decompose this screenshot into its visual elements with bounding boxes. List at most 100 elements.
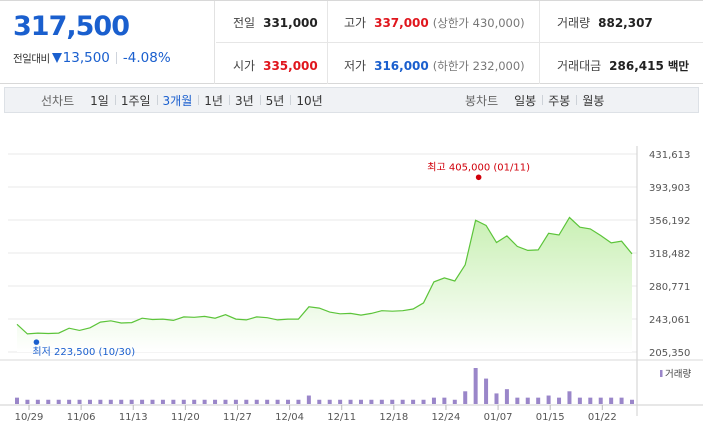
volume-bar	[160, 399, 165, 404]
low-marker	[33, 339, 40, 345]
volume-bar	[171, 399, 176, 404]
tab-1w[interactable]: 1주일	[114, 92, 157, 109]
stats-divider	[539, 1, 540, 84]
volume-bar	[46, 399, 51, 404]
x-tick-label: 11/20	[171, 412, 200, 423]
volume-bar	[306, 395, 311, 404]
chart-tab-bar: 선차트 1일 1주일 3개월 1년 3년 5년 10년 봉차트 일봉 주봉 월봉	[4, 87, 699, 113]
volume-legend-label: 거래량	[665, 368, 691, 380]
volume-bar	[525, 397, 530, 404]
volume-bar	[379, 399, 384, 404]
tab-3m[interactable]: 3개월	[156, 92, 199, 109]
change-label: 전일대비	[13, 52, 50, 65]
tab-daily[interactable]: 일봉	[514, 93, 537, 108]
volume-bar	[98, 399, 103, 404]
volume-bar	[87, 399, 92, 404]
volume-bar	[348, 399, 353, 404]
y-tick-label: 318,482	[649, 249, 690, 260]
y-tick-label: 431,613	[649, 150, 690, 161]
volume-bar	[473, 368, 478, 404]
volume-bar	[223, 399, 228, 404]
volume-bar	[400, 399, 405, 404]
volume-bar	[275, 399, 280, 404]
volume-bar	[265, 399, 270, 404]
volume-bar	[108, 399, 113, 404]
tab-monthly[interactable]: 월봉	[576, 92, 610, 109]
candle-chart-label: 봉차트	[465, 93, 499, 108]
x-tick-label: 12/18	[379, 412, 408, 423]
change-amount: 13,500	[62, 50, 110, 66]
low-label: 최저 223,500 (10/30)	[32, 346, 135, 358]
candle-chart-tabs: 봉차트 일봉 주봉 월봉	[459, 88, 610, 112]
stat-low: 저가 316,000 (하한가 232,000)	[344, 59, 525, 73]
volume-bar	[567, 391, 572, 404]
stat-open: 시가 335,000	[233, 59, 318, 73]
volume-bar	[431, 397, 436, 404]
volume-bar	[150, 399, 155, 404]
x-tick-label: 01/07	[484, 412, 513, 423]
volume-bar	[77, 399, 82, 404]
tab-1d[interactable]: 1일	[90, 93, 109, 108]
change-row: 전일대비 13,500 -4.08%	[13, 50, 171, 66]
volume-bar	[254, 399, 259, 404]
volume-bar	[286, 399, 291, 404]
volume-bar	[484, 378, 489, 404]
line-chart-label: 선차트	[41, 93, 75, 108]
stats-divider	[216, 42, 703, 43]
x-tick-label: 01/22	[588, 412, 617, 423]
volume-bar	[442, 397, 447, 404]
x-tick-label: 11/06	[67, 412, 96, 423]
tab-5y[interactable]: 5년	[259, 92, 291, 109]
y-tick-label: 243,061	[649, 315, 690, 326]
volume-bar	[15, 397, 19, 404]
volume-bars: 거래량	[15, 368, 691, 404]
volume-bar	[213, 399, 218, 404]
volume-bar	[504, 389, 509, 404]
y-tick-label: 205,350	[649, 348, 690, 359]
stat-trade-value: 거래대금 286,415 백만	[557, 59, 689, 73]
tab-3y[interactable]: 3년	[228, 92, 260, 109]
volume-bar	[630, 399, 634, 404]
volume-bar	[577, 397, 582, 404]
volume-bar	[25, 399, 30, 404]
price-area	[16, 216, 633, 352]
chart-annotations: 최고 405,000 (01/11) 최저 223,500 (10/30)	[32, 161, 530, 358]
quote-stats: 전일 331,000 고가 337,000 (상한가 430,000) 거래량 …	[216, 1, 703, 84]
volume-bar	[119, 399, 124, 404]
tab-10y[interactable]: 10년	[290, 92, 328, 109]
price-line	[16, 216, 633, 335]
x-tick-label: 12/24	[432, 412, 461, 423]
volume-bar	[619, 397, 624, 404]
volume-bar	[67, 399, 72, 404]
price-chart-svg: 431,613 393,903 356,192 318,482 280,771 243,0…	[0, 146, 703, 423]
volume-bar	[233, 399, 238, 404]
line-chart-tabs: 선차트 1일 1주일 3개월 1년 3년 5년 10년	[35, 88, 329, 112]
volume-bar	[494, 393, 499, 404]
price-box: 317,500 전일대비 13,500 -4.08%	[0, 1, 215, 84]
stat-high: 고가 337,000 (상한가 430,000)	[344, 16, 525, 30]
stat-volume: 거래량 882,307	[557, 16, 653, 30]
change-divider	[115, 52, 117, 64]
y-tick-label: 356,192	[649, 216, 690, 227]
volume-bar	[390, 399, 395, 404]
volume-bar	[56, 399, 61, 404]
tab-1y[interactable]: 1년	[198, 92, 229, 109]
x-tick-label: 11/13	[119, 412, 148, 423]
volume-bar	[588, 397, 593, 404]
volume-bar	[369, 399, 374, 404]
volume-bar	[244, 399, 249, 404]
x-tick-label: 01/15	[536, 412, 565, 423]
stats-divider	[327, 1, 328, 84]
price-area-fill	[17, 217, 632, 352]
x-tick-label: 11/27	[223, 412, 252, 423]
volume-bar	[421, 399, 426, 404]
volume-bar	[35, 399, 40, 404]
x-tick-label: 12/11	[327, 412, 356, 423]
high-label: 최고 405,000 (01/11)	[427, 161, 530, 173]
volume-bar	[515, 397, 520, 404]
volume-bar	[296, 399, 301, 404]
price-chart: 431,613 393,903 356,192 318,482 280,771 243,0…	[0, 120, 703, 437]
tab-weekly[interactable]: 주봉	[542, 92, 576, 109]
high-marker	[475, 174, 482, 181]
volume-bar	[557, 397, 562, 404]
